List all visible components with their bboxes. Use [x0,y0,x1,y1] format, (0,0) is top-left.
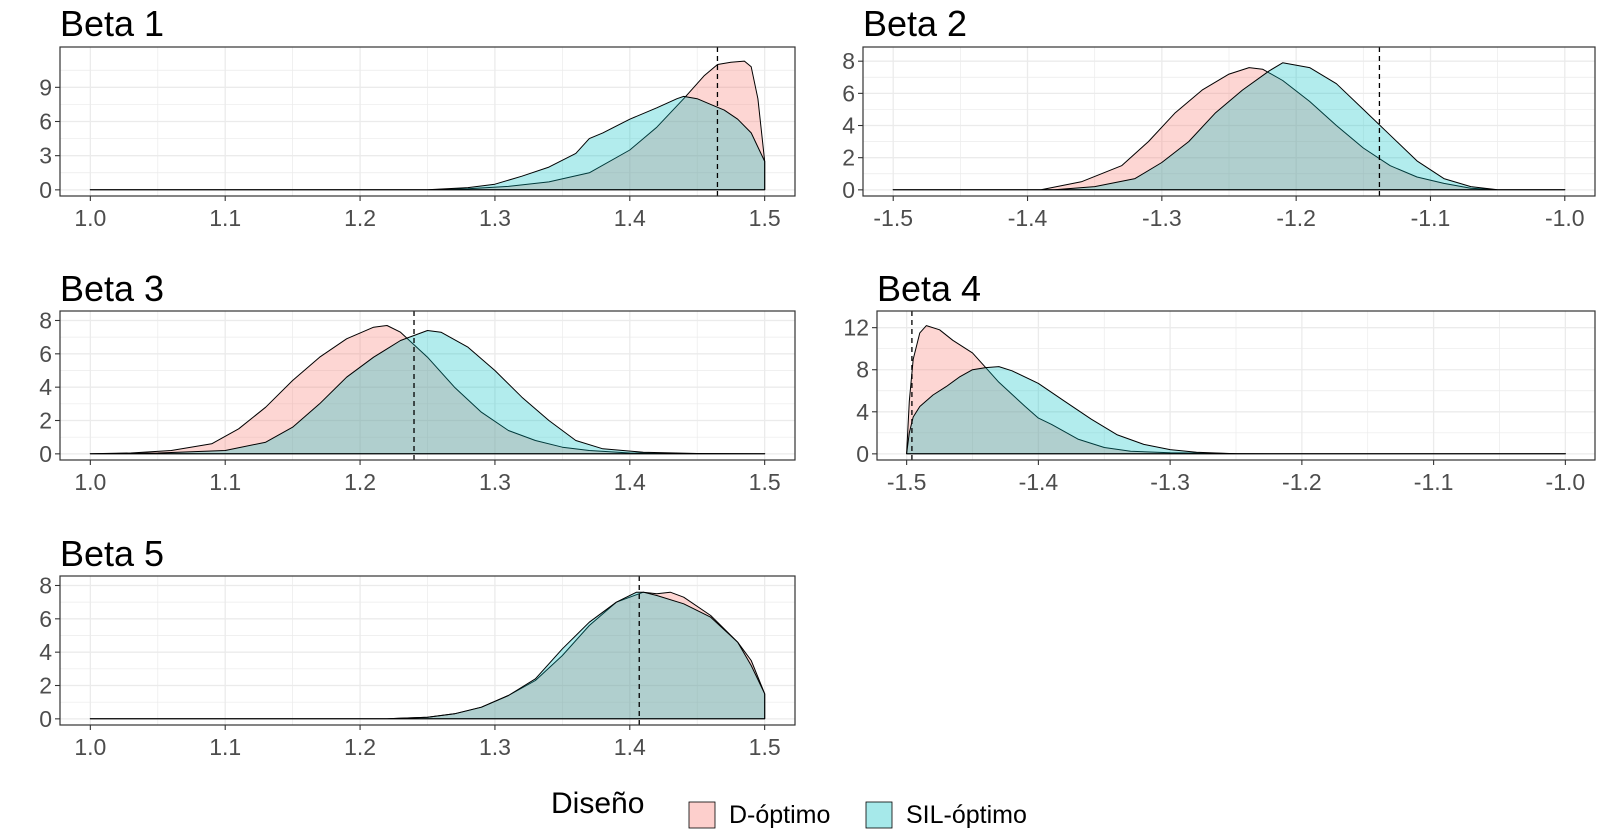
panel-title: Beta 3 [60,268,164,309]
y-tick-label: 8 [856,357,869,383]
x-tick-label: -1.4 [1019,469,1059,495]
x-tick-label: 1.2 [344,205,376,231]
x-tick-label: 1.4 [614,734,646,760]
x-tick-label: -1.5 [887,469,927,495]
density-panels: Beta 1 1.0 1.1 1.2 1.3 1.4 1.5 0 3 6 9 Beta 2 -1.5 -1… [39,3,1596,760]
density-area-sil-optimo [892,62,1566,191]
panel-beta-2: Beta 2 -1.5 -1.4 -1.3 -1.2 -1.1 -1.0 0 2 4 6 8 [842,3,1596,231]
y-tick-label: 4 [39,374,52,400]
x-tick-label: 1.3 [479,205,511,231]
y-tick-label: 6 [39,606,52,632]
panel-beta-4: Beta 4 -1.5 -1.4 -1.3 -1.2 -1.1 -1.0 0 4 8 12 [843,268,1596,495]
legend: Diseño D-óptimo SIL-óptimo [551,787,1027,829]
x-tick-label: 1.4 [614,469,646,495]
x-tick-label: 1.2 [344,734,376,760]
x-tick-label: -1.0 [1546,469,1586,495]
y-tick-label: 6 [39,341,52,367]
x-tick-label: -1.0 [1545,205,1585,231]
y-tick-label: 0 [842,177,855,203]
legend-label-d-optimo: D-óptimo [729,801,830,829]
y-tick-label: 6 [842,80,855,106]
panel-beta-1: Beta 1 1.0 1.1 1.2 1.3 1.4 1.5 0 3 6 9 [39,3,796,231]
y-tick-label: 4 [856,399,869,425]
x-tick-label: -1.3 [1150,469,1190,495]
legend-label-sil-optimo: SIL-óptimo [906,801,1027,829]
y-tick-label: 8 [39,572,52,598]
density-area-sil-optimo [89,591,766,720]
panel-title: Beta 5 [60,533,164,574]
panel-beta-5: Beta 5 1.0 1.1 1.2 1.3 1.4 1.5 0 2 4 6 8 [39,533,796,760]
y-tick-label: 2 [39,408,52,434]
x-tick-label: -1.3 [1142,205,1182,231]
x-tick-label: 1.3 [479,734,511,760]
y-tick-label: 2 [842,145,855,171]
x-tick-label: 1.5 [749,734,781,760]
panel-border [862,46,1596,197]
y-tick-label: 3 [39,143,52,169]
y-tick-label: 0 [39,706,52,732]
x-tick-label: -1.1 [1414,469,1454,495]
density-area-sil-optimo [89,330,766,455]
panel-border [59,310,796,461]
panel-title: Beta 4 [877,268,981,309]
x-tick-label: 1.0 [74,734,106,760]
panel-border [876,310,1596,461]
x-tick-label: -1.1 [1411,205,1451,231]
density-area-d-optimo [89,60,766,191]
x-tick-label: 1.1 [209,205,241,231]
panel-border [59,575,796,726]
x-tick-label: -1.2 [1276,205,1316,231]
density-area-d-optimo [892,67,1566,191]
panel-title: Beta 1 [60,3,164,44]
x-tick-label: 1.0 [74,205,106,231]
legend-title: Diseño [551,787,644,820]
panel-beta-3: Beta 3 1.0 1.1 1.2 1.3 1.4 1.5 0 2 4 6 8 [39,268,796,495]
y-tick-label: 0 [856,441,869,467]
x-tick-label: -1.4 [1008,205,1048,231]
legend-swatch-d-optimo [688,801,716,829]
x-tick-label: 1.2 [344,469,376,495]
y-tick-label: 8 [39,307,52,333]
density-area-sil-optimo [89,95,766,191]
x-tick-label: -1.2 [1282,469,1322,495]
y-tick-label: 4 [842,113,855,139]
y-tick-label: 0 [39,177,52,203]
x-tick-label: 1.3 [479,469,511,495]
x-tick-label: 1.5 [749,205,781,231]
x-tick-label: 1.0 [74,469,106,495]
y-tick-label: 6 [39,109,52,135]
x-tick-label: 1.1 [209,734,241,760]
x-tick-label: 1.4 [614,205,646,231]
density-area-d-optimo [89,325,766,455]
x-tick-label: 1.5 [749,469,781,495]
legend-swatch-sil-optimo [865,801,893,829]
y-tick-label: 4 [39,639,52,665]
y-tick-label: 8 [842,48,855,74]
y-tick-label: 2 [39,673,52,699]
y-tick-label: 9 [39,74,52,100]
panel-title: Beta 2 [863,3,967,44]
y-tick-label: 0 [39,441,52,467]
x-tick-label: 1.1 [209,469,241,495]
y-tick-label: 12 [843,315,869,341]
density-area-sil-optimo [906,366,1566,455]
x-tick-label: -1.5 [873,205,913,231]
